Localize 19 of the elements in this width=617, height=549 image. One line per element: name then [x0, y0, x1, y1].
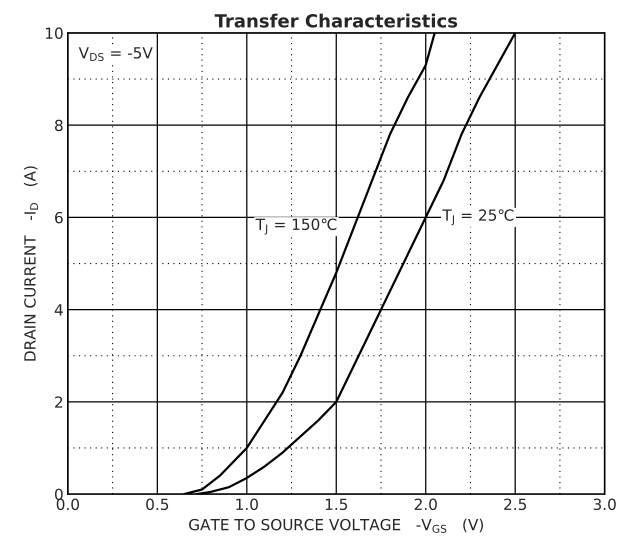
text: GATE TO SOURCE VOLTAGE -V$_{GS}$ (V) [189, 518, 483, 533]
annotation: V$_{DS}$ = -5V [78, 47, 153, 62]
x-tick-label: 1.5 [326, 498, 348, 510]
series-label: T$_{J}$ = 25℃ [442, 209, 514, 226]
x-tick-label: 3.0 [594, 498, 616, 510]
y-tick-label: 8 [55, 120, 63, 132]
y-tick-label: 2 [55, 396, 62, 408]
chart-title: Transfer Characteristics [214, 14, 458, 28]
text: DRAIN CURRENT -I$_{D}$ (A) [24, 166, 38, 361]
y-tick-label: 10 [46, 27, 63, 39]
x-tick-label: 0.5 [146, 498, 168, 510]
x-tick-label: 1.0 [236, 498, 258, 510]
y-tick-label: 4 [54, 304, 63, 316]
y-tick-label: 6 [55, 212, 63, 224]
series-label: T$_{J}$ = 150℃ [256, 218, 336, 235]
x-tick-label: 0.0 [56, 498, 80, 510]
y-tick-label: 0 [54, 488, 63, 500]
x-tick-label: 2.5 [504, 498, 526, 510]
x-tick-label: 2.0 [414, 498, 437, 510]
